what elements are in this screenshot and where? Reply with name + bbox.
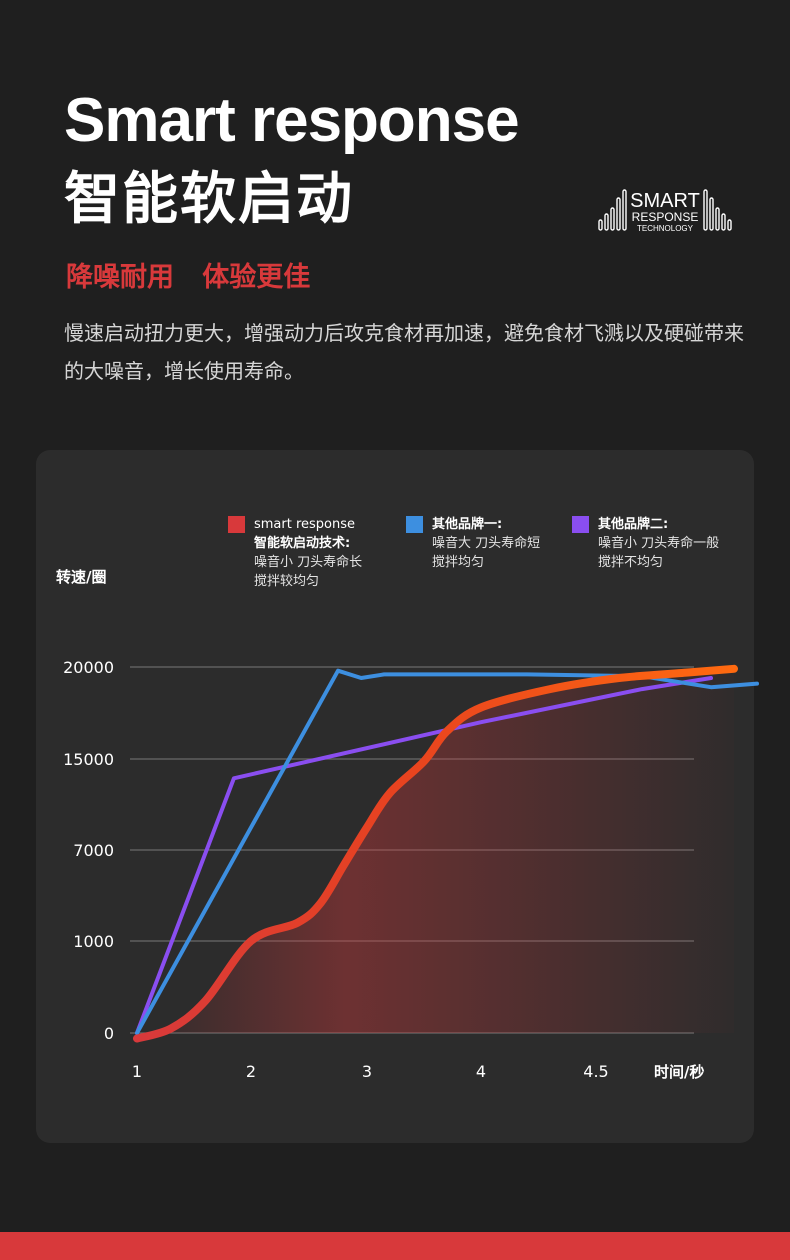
y-tick-label: 15000 — [63, 750, 114, 769]
y-tick-label: 20000 — [63, 658, 114, 677]
page-title-chinese: 智能软启动 — [64, 167, 354, 232]
chart-series — [133, 664, 759, 1043]
y-tick-label: 7000 — [73, 841, 114, 860]
y-tick-label: 1000 — [73, 932, 114, 951]
series-brand-two-line — [135, 676, 713, 1035]
series-smart-response-line — [133, 664, 738, 1043]
page-description: 慢速启动扭力更大，增强动力后攻克食材再加速，避免食材飞溅以及硬碰带来的大噪音，增… — [64, 321, 744, 383]
sound-bars-left-icon — [598, 189, 627, 231]
x-tick-label: 4 — [476, 1062, 486, 1081]
series-smart-response-area — [137, 668, 734, 1039]
logo-line-response: RESPONSE — [632, 210, 699, 224]
legend-description-line: 噪音大 刀头寿命短 — [432, 535, 540, 551]
legend-series-name: 其他品牌一: — [432, 516, 502, 532]
x-tick-label: 3 — [362, 1062, 372, 1081]
smart-response-logo: SMART RESPONSE TECHNOLOGY — [598, 189, 732, 233]
legend-series-name: 其他品牌二: — [598, 516, 668, 532]
legend-description-line: 搅拌均匀 — [432, 554, 484, 570]
legend-swatch — [228, 516, 245, 533]
x-tick-label: 2 — [246, 1062, 256, 1081]
legend-description-line: 搅拌不均匀 — [598, 554, 663, 570]
legend-swatch — [572, 516, 589, 533]
x-axis-label: 时间/秒 — [654, 1063, 704, 1081]
y-tick-label: 0 — [104, 1024, 114, 1043]
legend-description-line: 搅拌较均匀 — [254, 573, 319, 589]
series-brand-one-line — [135, 668, 759, 1035]
x-tick-label: 1 — [132, 1062, 142, 1081]
chart-ticks: 0 1000 7000 15000 20000 1 2 3 4 4.5 — [63, 658, 609, 1081]
legend-description-line: 智能软启动技术: — [254, 535, 350, 551]
legend-description-line: 噪音小 刀头寿命一般 — [598, 535, 719, 551]
legend-series-name: smart response — [254, 517, 355, 532]
x-tick-label: 4.5 — [583, 1062, 608, 1081]
page-title-english: Smart response — [64, 86, 520, 155]
sound-bars-right-icon — [703, 189, 732, 231]
page-subtitle: 降噪耐用 体验更佳 — [66, 262, 311, 293]
logo-line-smart: SMART — [630, 190, 700, 212]
bottom-accent-bar — [0, 1232, 790, 1260]
legend-swatch — [406, 516, 423, 533]
y-axis-label: 转速/圈 — [56, 568, 106, 586]
logo-line-technology: TECHNOLOGY — [637, 224, 694, 233]
legend-description-line: 噪音小 刀头寿命长 — [254, 554, 362, 570]
